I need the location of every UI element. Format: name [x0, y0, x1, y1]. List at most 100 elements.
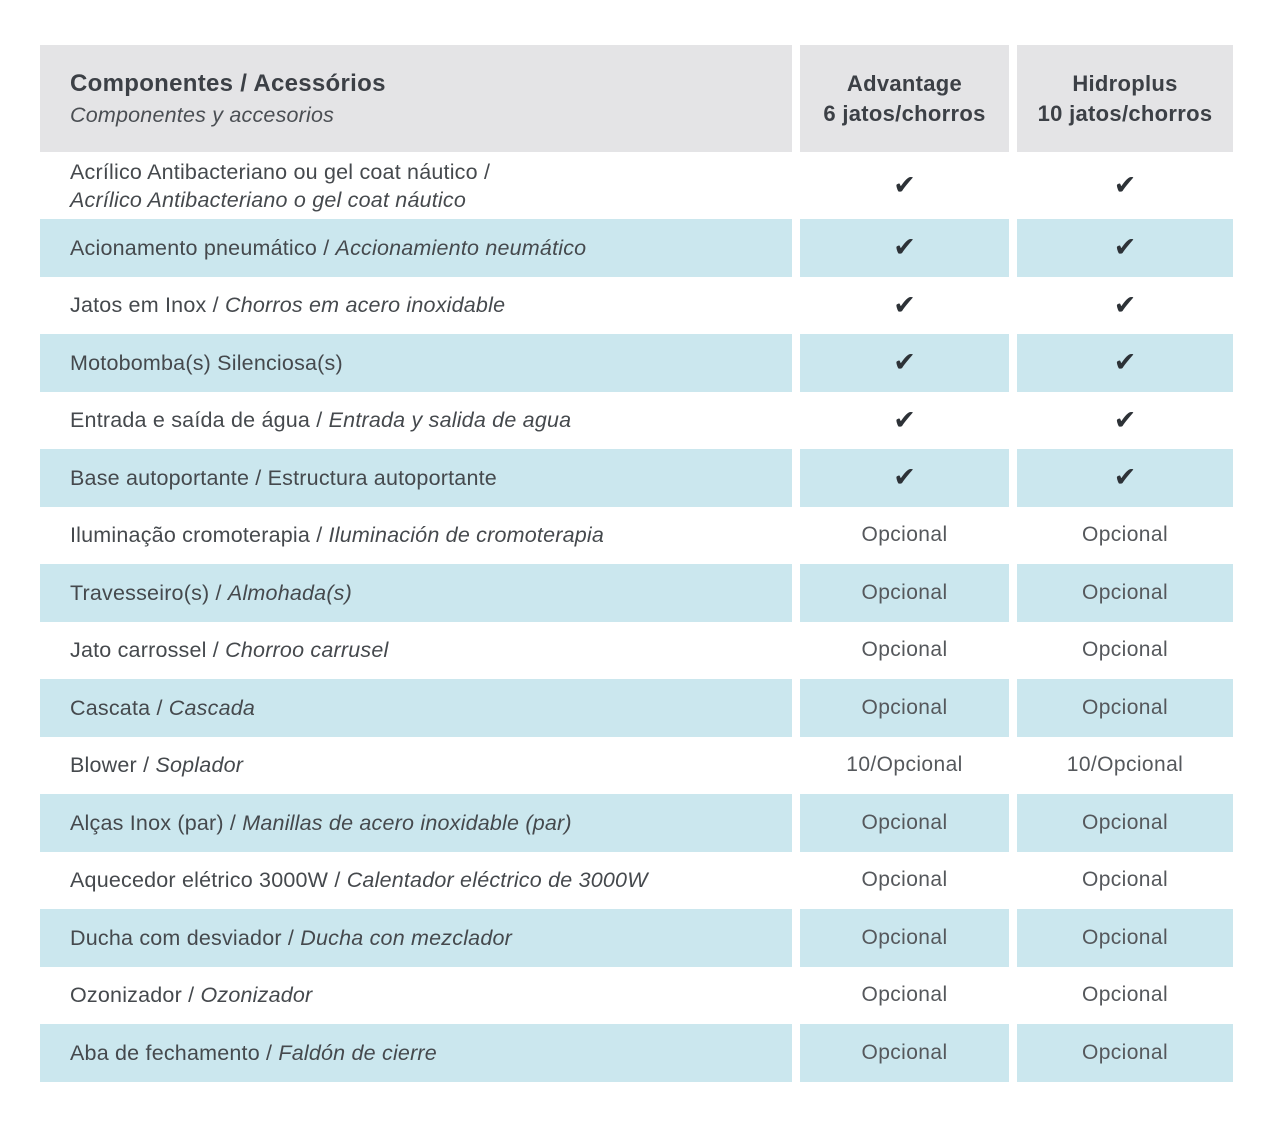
- advantage-value-cell: Opcional: [800, 794, 1009, 852]
- component-label: Ozonizador / Ozonizador: [70, 981, 312, 1009]
- advantage-value-cell: ✔: [800, 219, 1009, 277]
- component-label-pt: Base autoportante /: [70, 465, 268, 490]
- check-icon: ✔: [893, 289, 916, 320]
- component-label: Alças Inox (par) / Manillas de acero ino…: [70, 809, 572, 837]
- component-label-pt: Jato carrossel /: [70, 638, 226, 663]
- advantage-value-cell: ✔: [800, 392, 1009, 450]
- component-label-pt: Alças Inox (par) /: [70, 810, 243, 835]
- check-icon: ✔: [893, 404, 916, 435]
- component-label-es: Acrílico Antibacteriano o gel coat náuti…: [70, 187, 467, 212]
- table-row: Jato carrossel / Chorroo carrusel Opciona…: [40, 622, 1233, 680]
- hidroplus-value-cell: Opcional: [1017, 967, 1233, 1025]
- component-label-es: Calentador eléctrico de 3000W: [346, 868, 648, 893]
- component-label: Ducha com desviador / Ducha con mezclado…: [70, 924, 512, 952]
- advantage-value: Opcional: [861, 1040, 948, 1064]
- advantage-value-cell: ✔: [800, 334, 1009, 392]
- hidroplus-value-cell: Opcional: [1017, 909, 1233, 967]
- table-row: Ozonizador / Ozonizador Opcional Opcional: [40, 967, 1233, 1025]
- component-label: Travesseiro(s) / Almohada(s): [70, 579, 352, 607]
- hidroplus-value-cell: Opcional: [1017, 622, 1233, 680]
- header-hidroplus-cell: Hidroplus 10 jatos/chorros: [1017, 45, 1233, 152]
- table-row: Motobomba(s) Silenciosa(s) ✔ ✔: [40, 334, 1233, 392]
- hidroplus-value: Opcional: [1081, 695, 1169, 719]
- hidroplus-value: Opcional: [1081, 810, 1169, 834]
- advantage-column-subtitle: 6 jatos/chorros: [823, 100, 986, 126]
- components-comparison-table: Componentes / Acessórios Componentes y a…: [40, 45, 1233, 1082]
- component-label-cell: Acrílico Antibacteriano ou gel coat náut…: [40, 152, 792, 219]
- hidroplus-value-cell: Opcional: [1017, 564, 1233, 622]
- component-label: Aquecedor elétrico 3000W / Calentador el…: [70, 866, 648, 894]
- hidroplus-value-cell: 10/Opcional: [1017, 737, 1233, 795]
- advantage-value-cell: Opcional: [800, 622, 1009, 680]
- component-label-es: Almohada(s): [227, 580, 352, 605]
- hidroplus-value-cell: ✔: [1017, 219, 1233, 277]
- component-label-cell: Base autoportante / Estructura autoporta…: [40, 449, 792, 507]
- table-row: Ducha com desviador / Ducha con mezclado…: [40, 909, 1233, 967]
- table-body: Acrílico Antibacteriano ou gel coat náut…: [40, 152, 1233, 1082]
- advantage-value: Opcional: [861, 810, 948, 834]
- hidroplus-column-subtitle: 10 jatos/chorros: [1037, 100, 1213, 126]
- hidroplus-value-cell: Opcional: [1017, 1024, 1233, 1082]
- check-icon: ✔: [1113, 232, 1137, 263]
- component-label-pt: Blower /: [70, 753, 156, 778]
- table-row: Iluminação cromoterapia / Iluminación de…: [40, 507, 1233, 565]
- advantage-value: Opcional: [861, 580, 948, 604]
- component-label-pt: Aquecedor elétrico 3000W /: [70, 868, 347, 893]
- component-label-pt: Motobomba(s) Silenciosa(s): [70, 350, 343, 375]
- hidroplus-value: Opcional: [1081, 868, 1169, 892]
- table-row: Acrílico Antibacteriano ou gel coat náut…: [40, 152, 1233, 219]
- component-label-pt: Entrada e saída de água /: [70, 408, 329, 433]
- component-label-es: Cascada: [168, 695, 256, 720]
- advantage-value-cell: Opcional: [800, 679, 1009, 737]
- header-advantage-cell: Advantage 6 jatos/chorros: [800, 45, 1009, 152]
- advantage-value: Opcional: [861, 523, 948, 547]
- component-label-cell: Acionamento pneumático / Accionamiento n…: [40, 219, 792, 277]
- component-label-es: Chorroo carrusel: [225, 638, 389, 663]
- table-row: Aba de fechamento / Faldón de cierre Opci…: [40, 1024, 1233, 1082]
- advantage-value-cell: Opcional: [800, 564, 1009, 622]
- hidroplus-value-cell: ✔: [1017, 449, 1233, 507]
- component-label-es: Faldón de cierre: [278, 1040, 437, 1065]
- table-row: Base autoportante / Estructura autoporta…: [40, 449, 1233, 507]
- component-label: Jatos em Inox / Chorros em acero inoxida…: [70, 291, 505, 319]
- component-label: Cascata / Cascada: [70, 694, 255, 722]
- header-components-cell: Componentes / Acessórios Componentes y a…: [40, 45, 792, 152]
- component-label-pt: Ducha com desviador /: [70, 925, 301, 950]
- advantage-value-cell: Opcional: [800, 852, 1009, 910]
- component-label-cell: Entrada e saída de água / Entrada y sali…: [40, 392, 792, 450]
- advantage-value: 10/Opcional: [846, 753, 963, 777]
- table-row: Aquecedor elétrico 3000W / Calentador el…: [40, 852, 1233, 910]
- advantage-value-cell: Opcional: [800, 507, 1009, 565]
- component-label-pt: Acrílico Antibacteriano ou gel coat náut…: [70, 159, 491, 184]
- check-icon: ✔: [893, 462, 916, 493]
- advantage-value-cell: 10/Opcional: [800, 737, 1009, 795]
- table-row: Blower / Soplador 10/Opcional 10/Opcional: [40, 737, 1233, 795]
- check-icon: ✔: [1113, 347, 1137, 378]
- component-label-cell: Aquecedor elétrico 3000W / Calentador el…: [40, 852, 792, 910]
- component-label-cell: Travesseiro(s) / Almohada(s): [40, 564, 792, 622]
- table-row: Travesseiro(s) / Almohada(s) Opcional Opci…: [40, 564, 1233, 622]
- table-row: Acionamento pneumático / Accionamiento n…: [40, 219, 1233, 277]
- component-label-cell: Iluminação cromoterapia / Iluminación de…: [40, 507, 792, 565]
- component-label: Blower / Soplador: [70, 751, 243, 779]
- advantage-value-cell: ✔: [800, 277, 1009, 335]
- component-label-es: Accionamiento neumático: [335, 235, 587, 260]
- hidroplus-value: 10/Opcional: [1066, 753, 1184, 777]
- component-label-cell: Ducha com desviador / Ducha con mezclado…: [40, 909, 792, 967]
- advantage-value: Opcional: [861, 638, 948, 662]
- component-label-es: Manillas de acero inoxidable (par): [242, 810, 572, 835]
- check-icon: ✔: [1113, 462, 1137, 493]
- component-label-pt: Cascata /: [70, 695, 169, 720]
- component-label: Entrada e saída de água / Entrada y sali…: [70, 406, 571, 434]
- advantage-value: Opcional: [861, 868, 948, 892]
- advantage-value-cell: ✔: [800, 152, 1009, 219]
- hidroplus-value-cell: ✔: [1017, 277, 1233, 335]
- table-subtitle: Componentes y accesorios: [70, 102, 335, 127]
- hidroplus-value-cell: ✔: [1017, 334, 1233, 392]
- component-label-cell: Motobomba(s) Silenciosa(s): [40, 334, 792, 392]
- hidroplus-column-title: Hidroplus: [1072, 70, 1178, 96]
- table-header-row: Componentes / Acessórios Componentes y a…: [40, 45, 1233, 152]
- component-label: Jato carrossel / Chorroo carrusel: [70, 636, 388, 664]
- hidroplus-value-cell: Opcional: [1017, 794, 1233, 852]
- table-row: Alças Inox (par) / Manillas de acero ino…: [40, 794, 1233, 852]
